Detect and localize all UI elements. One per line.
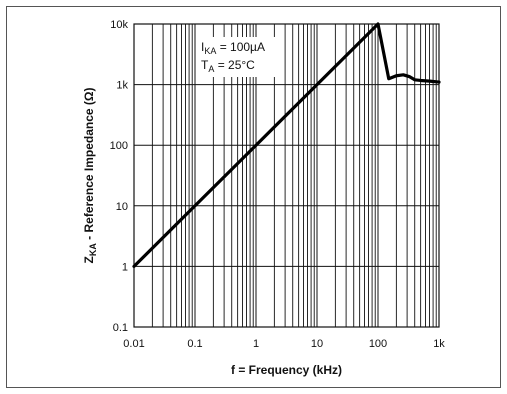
y-tick-label: 10: [116, 201, 128, 213]
annotation-box: [197, 37, 283, 77]
x-tick-label: 100: [369, 338, 387, 350]
x-tick-label: 0.1: [187, 338, 202, 350]
x-tick-label: 10: [311, 338, 323, 350]
y-tick-label: 1: [122, 261, 128, 273]
annotation-text: IKA = 100µA: [201, 40, 265, 56]
y-axis-title: ZKA - Reference Impedance (Ω): [82, 87, 98, 263]
x-axis-title: f = Frequency (kHz): [231, 363, 342, 377]
y-tick-label: 10k: [110, 19, 128, 31]
y-tick-label: 0.1: [113, 322, 128, 334]
x-tick-label: 1: [253, 338, 259, 350]
series-line-impedance: [132, 22, 441, 268]
y-tick-label: 100: [110, 140, 128, 152]
plot-area: [134, 24, 439, 327]
chart-frame: 0.01 0.1 1 10 100 1k 0.1 1 10 100 1k 10k f = Frequen…: [6, 6, 501, 388]
annotation-text: TA = 25°C: [201, 58, 255, 74]
plot-border: [133, 23, 440, 328]
x-tick-label: 0.01: [123, 338, 144, 350]
impedance-frequency-chart: 0.01 0.1 1 10 100 1k 0.1 1 10 100 1k 10k f = Frequen…: [82, 19, 445, 377]
x-tick-label: 1k: [433, 338, 445, 350]
y-tick-label: 1k: [116, 80, 128, 92]
